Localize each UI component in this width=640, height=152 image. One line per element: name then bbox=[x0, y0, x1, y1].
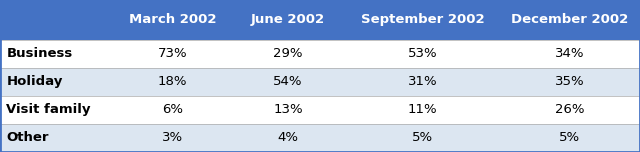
Text: 34%: 34% bbox=[555, 47, 584, 60]
Bar bbox=[0, 124, 640, 152]
Text: March 2002: March 2002 bbox=[129, 13, 216, 26]
Text: 11%: 11% bbox=[408, 103, 437, 116]
Text: 3%: 3% bbox=[162, 131, 184, 144]
Text: 54%: 54% bbox=[273, 75, 303, 88]
Text: 5%: 5% bbox=[559, 131, 580, 144]
Text: 53%: 53% bbox=[408, 47, 437, 60]
Text: 13%: 13% bbox=[273, 103, 303, 116]
Text: 35%: 35% bbox=[555, 75, 584, 88]
Text: 73%: 73% bbox=[158, 47, 188, 60]
Text: June 2002: June 2002 bbox=[251, 13, 325, 26]
Text: 26%: 26% bbox=[555, 103, 584, 116]
Text: 29%: 29% bbox=[273, 47, 303, 60]
Text: September 2002: September 2002 bbox=[360, 13, 484, 26]
Bar bbox=[0, 68, 640, 96]
Bar bbox=[0, 40, 640, 68]
Text: 5%: 5% bbox=[412, 131, 433, 144]
Text: 31%: 31% bbox=[408, 75, 437, 88]
Bar bbox=[0, 0, 640, 40]
Text: 18%: 18% bbox=[158, 75, 188, 88]
Text: 6%: 6% bbox=[163, 103, 183, 116]
Text: Holiday: Holiday bbox=[6, 75, 63, 88]
Text: Other: Other bbox=[6, 131, 49, 144]
Text: Business: Business bbox=[6, 47, 73, 60]
Text: December 2002: December 2002 bbox=[511, 13, 628, 26]
Text: 4%: 4% bbox=[278, 131, 298, 144]
Bar bbox=[0, 96, 640, 124]
Text: Visit family: Visit family bbox=[6, 103, 91, 116]
